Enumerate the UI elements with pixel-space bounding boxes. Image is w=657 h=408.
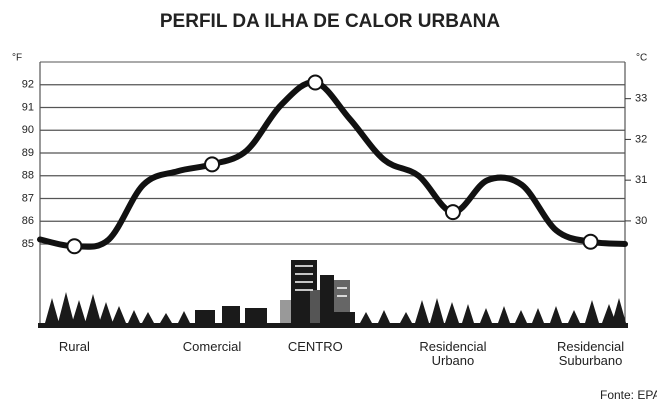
y-tick-label: 85 xyxy=(22,238,34,250)
x-tick-label: CENTRO xyxy=(270,340,360,354)
y-tick-label: 92 xyxy=(22,79,34,91)
buildings xyxy=(280,260,355,323)
y-tick-label: 88 xyxy=(22,170,34,182)
y-axis-unit: °F xyxy=(12,53,22,64)
x-tick-label: Residencial Urbano xyxy=(408,340,498,368)
y-tick-label: 91 xyxy=(22,101,34,113)
ground xyxy=(38,323,628,328)
y2-tick-label: 32 xyxy=(635,133,647,145)
house xyxy=(195,310,215,323)
house xyxy=(245,308,267,323)
point-marker xyxy=(584,235,598,249)
point-marker xyxy=(67,239,81,253)
point-marker xyxy=(205,157,219,171)
y2-axis-unit: °C xyxy=(636,53,647,64)
skyline xyxy=(38,260,628,328)
house xyxy=(222,306,240,323)
x-tick-label: Comercial xyxy=(167,340,257,354)
x-tick-label: Rural xyxy=(29,340,119,354)
y-tick-label: 90 xyxy=(22,124,34,136)
trees-right xyxy=(360,298,626,323)
page: PERFIL DA ILHA DE CALOR URBANA °F °C Fon… xyxy=(0,0,657,408)
y2-tick-label: 30 xyxy=(635,215,647,227)
trees-left xyxy=(45,292,190,323)
point-marker xyxy=(446,205,460,219)
chart-title: PERFIL DA ILHA DE CALOR URBANA xyxy=(160,11,501,32)
point-marker xyxy=(308,75,322,89)
y2-tick-label: 31 xyxy=(635,174,647,186)
source: Fonte: EPA xyxy=(600,388,657,402)
y2-tick-label: 33 xyxy=(635,93,647,105)
y-tick-label: 89 xyxy=(22,147,34,159)
y-tick-label: 87 xyxy=(22,192,34,204)
x-tick-label: Residencial Suburbano xyxy=(546,340,636,368)
y-tick-label: 86 xyxy=(22,215,34,227)
